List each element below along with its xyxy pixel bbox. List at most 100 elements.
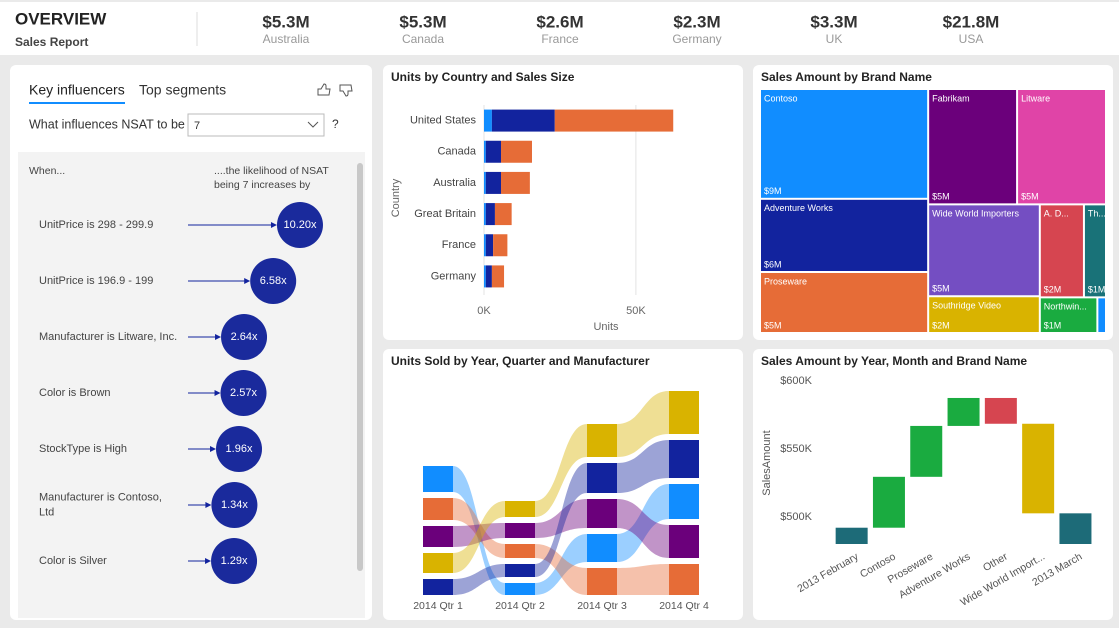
- chart-title: Units Sold by Year, Quarter and Manufact…: [391, 354, 650, 368]
- chart-title: Units by Country and Sales Size: [391, 70, 575, 84]
- arrow-head: [205, 558, 212, 564]
- column-header: When...: [29, 165, 65, 177]
- influence-value: 2.57x: [230, 387, 257, 399]
- y-tick-label: France: [442, 239, 476, 251]
- kpi-value: $3.3M: [810, 12, 857, 31]
- card: [383, 65, 743, 340]
- bar: [501, 171, 530, 194]
- bar: [484, 265, 486, 288]
- ribbon-column: [669, 484, 699, 519]
- ribbon: [617, 499, 669, 558]
- ribbon-column: [669, 525, 699, 558]
- tile-label: Proseware: [764, 276, 807, 286]
- tile-value: $6M: [764, 259, 782, 269]
- bar: [485, 265, 492, 288]
- ribbon: [617, 564, 669, 595]
- tile-value: $2M: [932, 320, 950, 330]
- influence-bubble: [211, 482, 258, 528]
- y-axis-label: Country: [390, 178, 402, 217]
- y-tick-label: Great Britain: [414, 208, 476, 220]
- y-tick-label: $500K: [780, 511, 812, 523]
- ribbon-column: [505, 583, 535, 595]
- bar: [484, 203, 486, 226]
- influence-bubble: [216, 426, 263, 472]
- thumbs-down-icon[interactable]: [339, 84, 353, 97]
- ribbon-column: [587, 499, 617, 528]
- treemap-tile: [1040, 205, 1083, 297]
- ribbon: [535, 544, 587, 595]
- ribbon-column: [423, 498, 453, 520]
- ribbon: [617, 391, 669, 457]
- ribbon: [617, 440, 669, 493]
- page-subtitle: Sales Report: [15, 35, 88, 49]
- influence-value: 1.29x: [221, 555, 248, 567]
- help[interactable]: ?: [332, 117, 339, 131]
- kpi-label: Australia: [263, 32, 310, 46]
- influence-bubble: [221, 314, 268, 360]
- ribbon-column: [505, 501, 535, 517]
- x-tick-label: 50K: [626, 305, 646, 317]
- treemap-tile: [761, 199, 928, 271]
- ribbon: [617, 484, 669, 562]
- influence-bubble: [211, 538, 258, 584]
- ribbon-column: [423, 553, 453, 573]
- influence-value: 6.58x: [260, 275, 287, 287]
- waterfall-bar: [1022, 423, 1055, 514]
- card: [753, 349, 1113, 620]
- column-header: being 7 increases by: [214, 179, 311, 191]
- column-header: ....the likelihood of NSAT: [214, 165, 329, 177]
- kpi-label: Germany: [672, 32, 721, 46]
- ribbon: [453, 523, 505, 547]
- arrow-head: [214, 390, 221, 396]
- tile-label: Contoso: [764, 93, 798, 103]
- ribbon: [535, 463, 587, 577]
- waterfall-bar: [872, 476, 905, 528]
- header-bar: [0, 2, 1119, 55]
- kpi-value: $2.6M: [536, 12, 583, 31]
- bar: [554, 109, 674, 132]
- tile-label: Adventure Works: [764, 203, 833, 213]
- ribbon-column: [669, 564, 699, 595]
- dropdown[interactable]: [187, 113, 325, 137]
- treemap-tile: [929, 90, 1017, 204]
- treemap-tile: [1018, 90, 1105, 204]
- influence-bubble: [276, 202, 323, 248]
- tile-value: $1M: [1044, 320, 1062, 330]
- y-tick-label: $550K: [780, 443, 812, 455]
- kpi-value: $5.3M: [262, 12, 309, 31]
- tile-label: A. D...: [1044, 209, 1069, 219]
- chart-title: Sales Amount by Brand Name: [761, 70, 932, 84]
- ribbon: [453, 564, 505, 595]
- bar: [484, 234, 486, 257]
- bar: [491, 109, 555, 132]
- ribbon: [453, 466, 505, 595]
- ribbon: [535, 499, 587, 538]
- ribbon-column: [505, 523, 535, 538]
- tile-value: $1M: [1088, 285, 1106, 295]
- treemap-tile: [1040, 298, 1097, 332]
- y-axis-label: SalesAmount: [761, 430, 773, 495]
- x-tick-label: 2014 Qtr 4: [659, 600, 709, 612]
- chart-title: Sales Amount by Year, Month and Brand Na…: [761, 354, 1027, 368]
- tab[interactable]: Key influencers: [29, 82, 125, 98]
- ribbon-column: [423, 466, 453, 492]
- bar: [485, 234, 494, 257]
- bar: [494, 203, 512, 226]
- tile-label: Wide World Importers: [932, 209, 1019, 219]
- scrollbar[interactable]: [357, 163, 363, 571]
- ribbon-column: [669, 391, 699, 434]
- treemap-tile: [929, 297, 1039, 332]
- thumbs-up-icon[interactable]: [317, 83, 331, 96]
- arrow-head: [205, 502, 212, 508]
- bar: [493, 234, 508, 257]
- kpi-label: Canada: [402, 32, 444, 46]
- ribbon-column: [505, 564, 535, 577]
- waterfall-bar: [984, 397, 1017, 424]
- question: What influences NSAT to be: [29, 117, 185, 131]
- kpi-value: $2.3M: [673, 12, 720, 31]
- influence-bubble: [220, 370, 267, 416]
- influence-bubble: [250, 258, 297, 304]
- treemap-tile: [929, 205, 1039, 296]
- tab[interactable]: Top segments: [139, 82, 226, 98]
- tile-value: $2M: [1044, 285, 1062, 295]
